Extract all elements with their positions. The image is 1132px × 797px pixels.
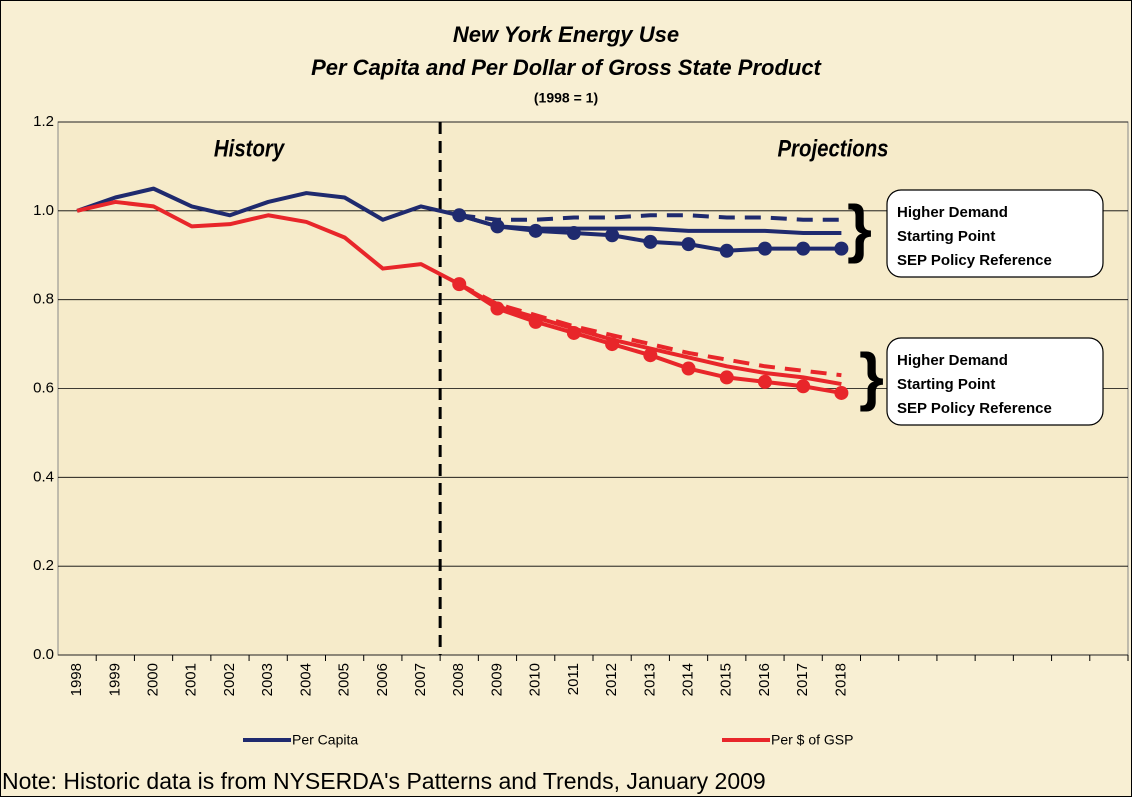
- scenario-box: [886, 189, 1104, 278]
- marker: [757, 374, 772, 389]
- marker: [566, 325, 581, 340]
- chart-subtitle: Per Capita and Per Dollar of Gross State…: [311, 55, 822, 80]
- x-tick-label: 2009: [488, 663, 505, 696]
- marker: [452, 277, 467, 292]
- history-line: [76, 186, 460, 222]
- x-tick-label: 2018: [832, 663, 849, 696]
- x-tick-label: 2000: [145, 663, 162, 696]
- marker: [719, 243, 734, 258]
- scenario-box: [886, 337, 1104, 426]
- scenario-label: Starting Point: [897, 228, 995, 245]
- x-tick-label: 2008: [450, 663, 467, 696]
- x-tick-label: 2003: [259, 663, 276, 696]
- y-tick-label: 0.4: [33, 468, 54, 485]
- x-tick-label: 2015: [718, 663, 735, 696]
- x-tick-label: 2014: [680, 663, 697, 696]
- marker: [643, 234, 658, 249]
- y-tick-label: 0.0: [33, 646, 54, 663]
- marker: [719, 370, 734, 385]
- y-tick-label: 0.6: [33, 379, 54, 396]
- footnote: Note: Historic data is from NYSERDA's Pa…: [2, 768, 766, 794]
- y-tick-label: 0.2: [33, 557, 54, 574]
- marker: [796, 241, 811, 256]
- history-line: [76, 199, 461, 286]
- marker: [681, 361, 696, 376]
- index-note: (1998 = 1): [534, 90, 598, 106]
- marker: [528, 223, 543, 238]
- scenario-label: Starting Point: [897, 376, 995, 393]
- scenario-label: Higher Demand: [897, 352, 1008, 369]
- brace: }: [847, 192, 872, 264]
- scenario-label: SEP Policy Reference: [897, 400, 1052, 417]
- marker: [605, 337, 620, 352]
- marker: [643, 348, 658, 363]
- annotation: Projections: [777, 135, 888, 162]
- projection-line: [459, 213, 842, 222]
- marker: [566, 226, 581, 241]
- chart-title: New York Energy Use: [453, 22, 679, 47]
- scenario-label: Higher Demand: [897, 204, 1008, 221]
- y-tick-label: 1.2: [33, 113, 54, 130]
- legend-label: Per Capita: [292, 732, 358, 748]
- marker: [834, 385, 849, 400]
- y-tick-label: 1.0: [33, 202, 54, 219]
- x-tick-label: 2016: [756, 663, 773, 696]
- marker: [605, 228, 620, 243]
- x-tick-label: 2010: [527, 663, 544, 696]
- x-tick-label: 2004: [297, 663, 314, 696]
- marker: [490, 219, 505, 234]
- x-tick-label: 2011: [565, 663, 582, 695]
- marker: [490, 301, 505, 316]
- marker: [528, 314, 543, 329]
- x-tick-label: 2005: [336, 663, 353, 696]
- marker: [452, 208, 467, 223]
- marker: [757, 241, 772, 256]
- x-tick-label: 2012: [603, 663, 620, 696]
- x-tick-label: 2002: [221, 663, 238, 696]
- x-tick-label: 2006: [374, 663, 391, 696]
- x-tick-label: 1999: [106, 663, 123, 696]
- x-tick-label: 1998: [68, 663, 85, 696]
- brace: }: [859, 340, 884, 412]
- y-tick-label: 0.8: [33, 291, 54, 308]
- x-tick-label: 2007: [412, 663, 429, 696]
- x-tick-label: 2013: [641, 663, 658, 696]
- legend-label: Per $ of GSP: [771, 732, 853, 748]
- annotation: History: [214, 135, 286, 162]
- marker: [796, 379, 811, 394]
- x-tick-label: 2017: [794, 663, 811, 696]
- marker: [834, 241, 849, 256]
- marker: [681, 237, 696, 252]
- x-tick-label: 2001: [183, 663, 200, 696]
- scenario-label: SEP Policy Reference: [897, 252, 1052, 269]
